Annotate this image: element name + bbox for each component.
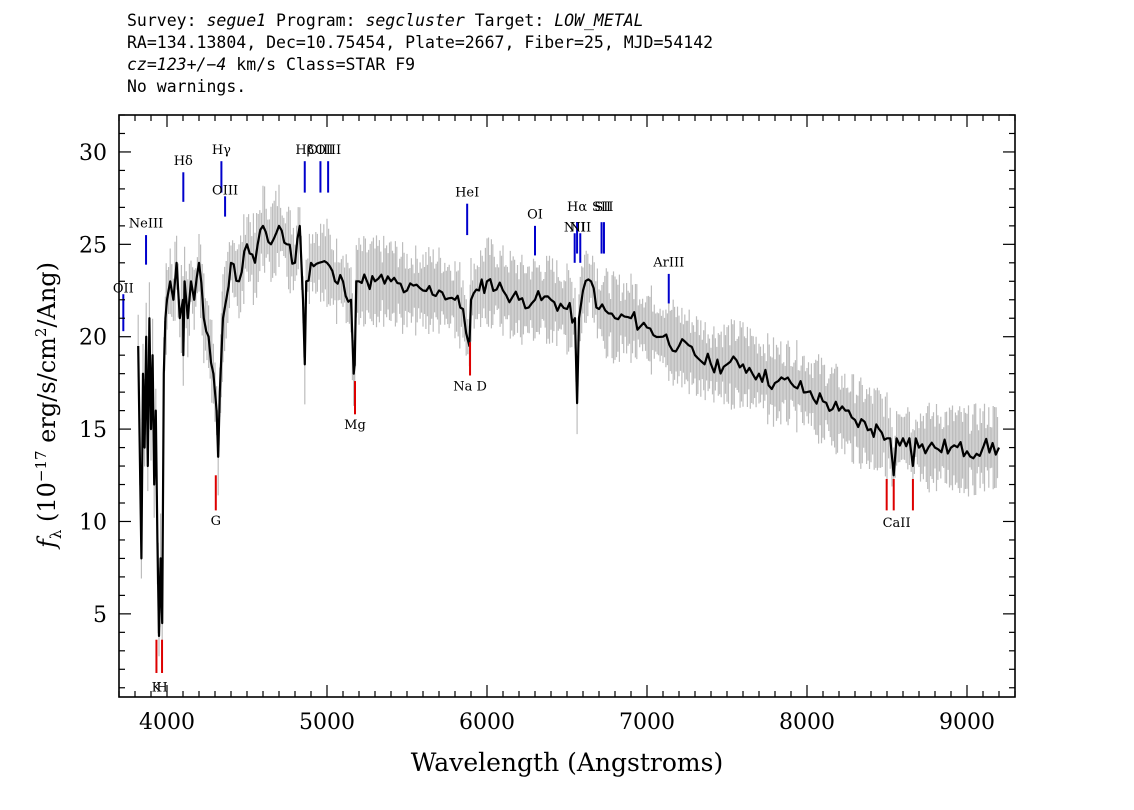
x-tick-label: 5000 (299, 710, 355, 735)
error-band (137, 184, 999, 657)
emission-line-label: OII (113, 281, 134, 296)
y-tick-label: 5 (93, 603, 107, 628)
spectrum-series (137, 224, 1001, 638)
y-tick-label: 20 (79, 326, 107, 351)
emission-line-label: OI (527, 207, 543, 222)
spectrum-line (137, 224, 1001, 638)
x-tick-label: 9000 (939, 710, 995, 735)
header-line-coordinates: RA=134.13804, Dec=10.75454, Plate=2667, … (127, 33, 714, 52)
emission-line-label: SII (592, 200, 611, 215)
emission-line-label: Hβ (295, 143, 314, 158)
target-value: LOW_METAL (554, 11, 644, 30)
survey-label: Survey: (127, 11, 207, 30)
y-label-part: /Ang) (33, 262, 61, 328)
program-value: segcluster (365, 11, 465, 30)
emission-line-label: HeI (455, 185, 479, 200)
header-line-survey: Survey: segue1 Program: segcluster Targe… (127, 10, 713, 32)
emission-line-label: OIII (212, 183, 238, 198)
spectral-line-markers: HδHγOIIIHβOIIIOIIINeIIIOIIHeIOINIIHαNIIS… (113, 143, 914, 695)
absorption-line-label: H (156, 680, 167, 695)
emission-line-label: NII (569, 220, 591, 235)
y-label-sub: λ (47, 529, 65, 539)
program-label: Program: (266, 11, 366, 30)
y-axis-label: fλ (10−17 erg/s/cm2/Ang) (32, 262, 65, 550)
header-line-redshift: cz=123+/−4 km/s Class=STAR F9 (127, 54, 713, 76)
survey-value: segue1 (206, 11, 267, 30)
y-label-part: (10 (33, 482, 61, 530)
axes: 4000 5000 6000 7000 8000 9000 5 10 15 20 25 30 (79, 114, 1016, 735)
spectrum-header: Survey: segue1 Program: segcluster Targe… (127, 10, 713, 98)
x-tick-label: 7000 (619, 710, 675, 735)
y-tick-label: 10 (79, 510, 107, 535)
y-tick-label: 30 (79, 141, 107, 166)
absorption-line-label: Na D (453, 379, 487, 394)
absorption-line-label: CaII (883, 516, 911, 531)
emission-line-label: OIII (315, 143, 341, 158)
class-value: km/s Class=STAR F9 (226, 55, 416, 74)
x-axis-label: Wavelength (Angstroms) (411, 748, 723, 777)
y-tick-label: 15 (79, 418, 107, 443)
emission-line-label: Hα (567, 200, 587, 215)
emission-line-label: Hδ (174, 154, 193, 169)
y-label-part: erg/s/cm (33, 337, 61, 451)
absorption-line-label: K (152, 680, 162, 695)
emission-line-label: SII (594, 200, 613, 215)
x-tick-label: 8000 (779, 710, 835, 735)
y-tick-label: 25 (79, 233, 107, 258)
emission-line-label: Hγ (212, 143, 231, 158)
header-line-warnings: No warnings. (127, 77, 247, 96)
emission-line-label: OIII (307, 143, 333, 158)
error-band-path (137, 184, 999, 657)
y-label-exp: −17 (32, 450, 50, 482)
y-label-exp2: 2 (32, 328, 50, 338)
absorption-line-label: G (211, 514, 221, 529)
x-tick-label: 4000 (139, 710, 195, 735)
emission-line-label: NeIII (129, 217, 163, 232)
emission-line-label: ArIII (652, 256, 684, 271)
target-label: Target: (464, 11, 555, 30)
redshift-value: cz=123+/−4 (127, 55, 227, 74)
emission-line-label: NII (564, 220, 586, 235)
x-tick-label: 6000 (459, 710, 515, 735)
absorption-line-label: Mg (344, 418, 366, 433)
